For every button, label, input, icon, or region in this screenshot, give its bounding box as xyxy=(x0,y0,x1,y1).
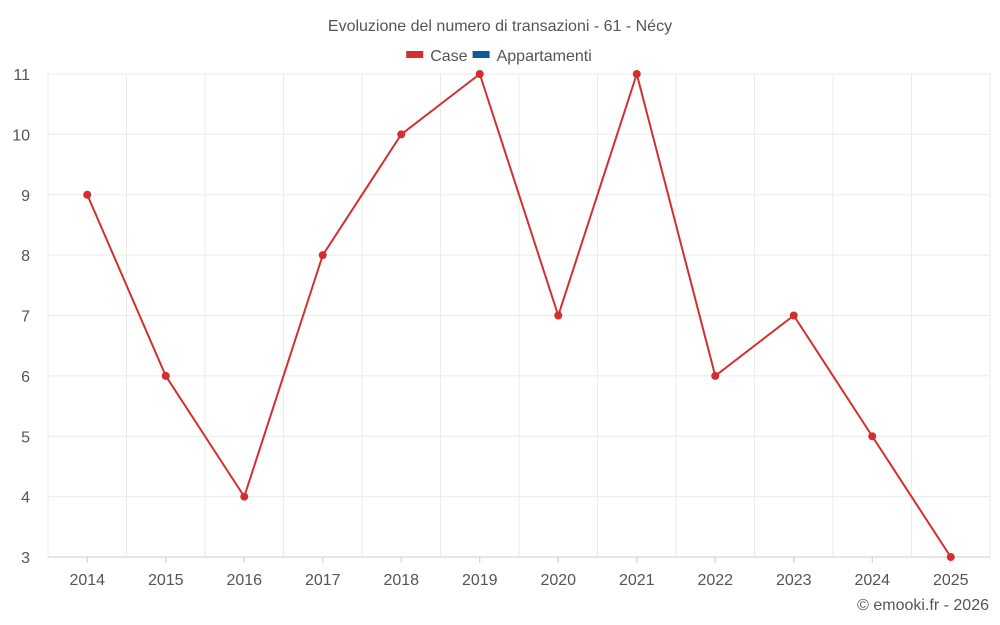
credit-text: © emooki.fr - 2026 xyxy=(857,597,989,614)
series-line-case xyxy=(86,73,952,558)
legend-swatch xyxy=(472,51,490,58)
x-tick-label: 2024 xyxy=(854,572,890,589)
y-tick-label: 8 xyxy=(21,248,30,265)
data-point[interactable] xyxy=(711,371,720,380)
y-tick-label: 3 xyxy=(21,550,30,567)
y-tick-label: 6 xyxy=(21,369,30,386)
y-tick-label: 4 xyxy=(21,490,30,507)
data-point[interactable] xyxy=(397,130,406,139)
x-tick-label: 2020 xyxy=(540,572,576,589)
legend-label: Appartamenti xyxy=(497,48,592,65)
data-point[interactable] xyxy=(240,492,249,501)
legend-label: Case xyxy=(430,48,467,65)
x-tick-label: 2018 xyxy=(383,572,419,589)
series-group xyxy=(83,70,955,561)
legend-swatch xyxy=(406,51,424,58)
y-tick-label: 11 xyxy=(13,67,30,84)
y-tick-label: 10 xyxy=(12,127,30,144)
data-point[interactable] xyxy=(161,371,170,380)
x-tick-label: 2025 xyxy=(933,572,969,589)
legend[interactable]: Case Appartamenti xyxy=(406,48,592,65)
x-axis-ticks: 2014 2015 2016 2017 2018 2019 2020 2021 2022 2023… xyxy=(69,557,969,589)
y-tick-label: 7 xyxy=(21,309,30,326)
x-tick-label: 2017 xyxy=(305,572,341,589)
x-tick-label: 2021 xyxy=(619,572,655,589)
data-point[interactable] xyxy=(83,190,92,199)
y-axis-ticks: 3 4 5 6 7 8 9 10 11 xyxy=(12,67,30,567)
data-point[interactable] xyxy=(868,432,877,441)
data-point[interactable] xyxy=(554,311,563,320)
x-tick-label: 2022 xyxy=(697,572,733,589)
y-tick-label: 9 xyxy=(21,188,30,205)
data-point[interactable] xyxy=(475,70,484,78)
y-tick-label: 5 xyxy=(21,429,30,446)
chart-title: Evoluzione del numero di transazioni - 6… xyxy=(328,18,672,35)
x-tick-label: 2014 xyxy=(69,572,105,589)
data-point[interactable] xyxy=(632,70,641,78)
x-tick-label: 2016 xyxy=(226,572,262,589)
data-point[interactable] xyxy=(789,311,798,320)
x-tick-label: 2015 xyxy=(148,572,184,589)
grid-lines xyxy=(47,73,991,558)
x-tick-label: 2023 xyxy=(776,572,812,589)
legend-item-case[interactable]: Case xyxy=(406,48,468,65)
data-point[interactable] xyxy=(946,553,955,561)
x-tick-label: 2019 xyxy=(462,572,498,589)
legend-item-appartamenti[interactable]: Appartamenti xyxy=(472,48,592,65)
data-point[interactable] xyxy=(318,251,327,260)
